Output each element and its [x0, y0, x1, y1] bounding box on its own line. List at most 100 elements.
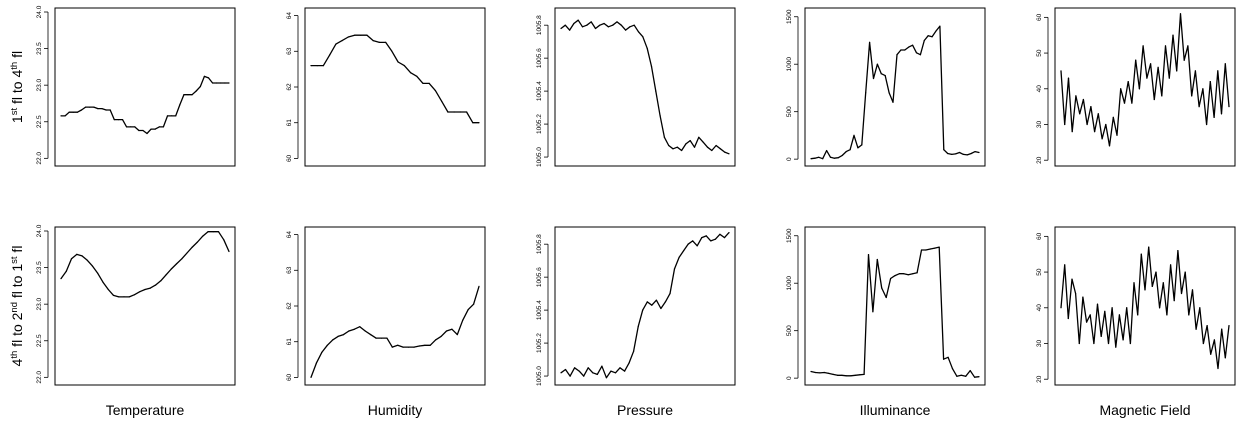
data-point: [1217, 367, 1219, 370]
data-point: [687, 243, 689, 245]
data-point: [633, 24, 635, 26]
data-point: [672, 148, 674, 150]
data-point: [216, 82, 218, 84]
data-point: [646, 301, 648, 303]
row-label-superscript: st: [9, 256, 20, 264]
data-point: [1082, 296, 1084, 298]
data-point: [149, 287, 151, 289]
data-point: [1089, 314, 1091, 316]
data-point: [723, 237, 726, 239]
data-point: [1209, 81, 1211, 83]
row-label-1: 1st fl to 4th fl: [9, 51, 26, 123]
data-point: [810, 370, 812, 373]
data-point: [900, 49, 902, 51]
data-point: [610, 370, 612, 372]
data-point: [612, 24, 614, 26]
data-point: [158, 126, 160, 128]
data-point: [650, 65, 653, 67]
data-point: [391, 50, 393, 52]
y-tick-label: 60: [286, 154, 293, 162]
data-point: [814, 157, 816, 159]
data-point: [105, 109, 107, 111]
data-point: [335, 43, 337, 45]
panel-r1-pressure: 1005.0 1005.2 1005.4 1005.6 1005.8: [536, 7, 736, 167]
data-point: [1155, 271, 1157, 273]
y-tick-label: 1005.4: [536, 300, 543, 320]
data-point: [935, 30, 937, 32]
data-point: [884, 75, 886, 77]
data-point: [857, 147, 859, 149]
data-point: [1166, 314, 1168, 316]
y-tick-label: 22.0: [36, 371, 43, 384]
data-point: [1079, 113, 1081, 115]
data-point: [1217, 70, 1219, 72]
data-point: [144, 288, 146, 291]
data-point: [1180, 292, 1183, 295]
data-point: [93, 106, 95, 108]
data-point: [837, 157, 839, 159]
data-point: [819, 372, 821, 374]
data-point: [1108, 145, 1111, 147]
panel-r2-humidity: 60 61 62 63 64: [286, 226, 486, 386]
data-point: [348, 330, 350, 332]
data-point: [907, 274, 909, 276]
data-point: [1202, 342, 1204, 345]
row-label-superscript: th: [9, 62, 20, 70]
y-tick-label: 500: [786, 325, 793, 336]
data-point: [97, 272, 99, 274]
data-point: [974, 376, 976, 378]
data-point: [1179, 13, 1182, 15]
data-point: [1129, 342, 1131, 345]
data-point: [867, 254, 870, 256]
y-tick-label: 60: [1036, 13, 1043, 21]
y-tick-label: 1005.8: [536, 234, 543, 254]
y-tick-label: 50: [1036, 49, 1043, 57]
data-point: [931, 36, 933, 38]
data-point: [60, 278, 62, 280]
data-point: [109, 109, 111, 111]
data-point: [881, 287, 883, 289]
data-point: [68, 111, 70, 113]
data-point: [1104, 310, 1106, 312]
data-point: [428, 82, 430, 84]
row-label-superscript: th: [9, 351, 20, 359]
data-point: [378, 41, 380, 44]
data-point: [1060, 70, 1062, 72]
data-point: [166, 115, 169, 117]
data-point: [1206, 123, 1208, 126]
data-point: [473, 303, 475, 305]
data-point: [1173, 300, 1175, 302]
data-point: [170, 268, 172, 270]
data-point: [966, 154, 968, 156]
data-point: [663, 136, 666, 138]
data-point: [359, 326, 361, 328]
data-point: [629, 26, 631, 28]
data-point: [628, 362, 630, 364]
data-point: [564, 24, 566, 26]
data-point: [826, 150, 828, 152]
data-point: [823, 371, 825, 374]
data-point: [660, 307, 662, 310]
data-point: [978, 376, 980, 378]
data-point: [908, 46, 910, 48]
data-point: [974, 151, 976, 153]
data-point: [715, 144, 717, 147]
data-point: [212, 231, 214, 233]
y-tick-label: 1005.8: [536, 15, 543, 35]
data-point: [894, 275, 896, 277]
data-point: [620, 24, 622, 26]
data-point: [1177, 250, 1179, 252]
y-tick-label: 1500: [786, 228, 793, 243]
row-label-text: fl to 1: [9, 264, 25, 302]
data-point: [478, 285, 480, 287]
data-point: [912, 273, 914, 275]
data-point: [1111, 307, 1113, 309]
y-tick-label: 0: [786, 376, 793, 380]
data-point: [121, 119, 124, 121]
data-point: [441, 100, 443, 102]
y-tick-label: 1000: [786, 276, 793, 291]
data-point: [1093, 342, 1095, 345]
data-point: [1220, 113, 1223, 115]
y-tick-label: 60: [1036, 232, 1043, 240]
data-point: [1159, 307, 1161, 309]
